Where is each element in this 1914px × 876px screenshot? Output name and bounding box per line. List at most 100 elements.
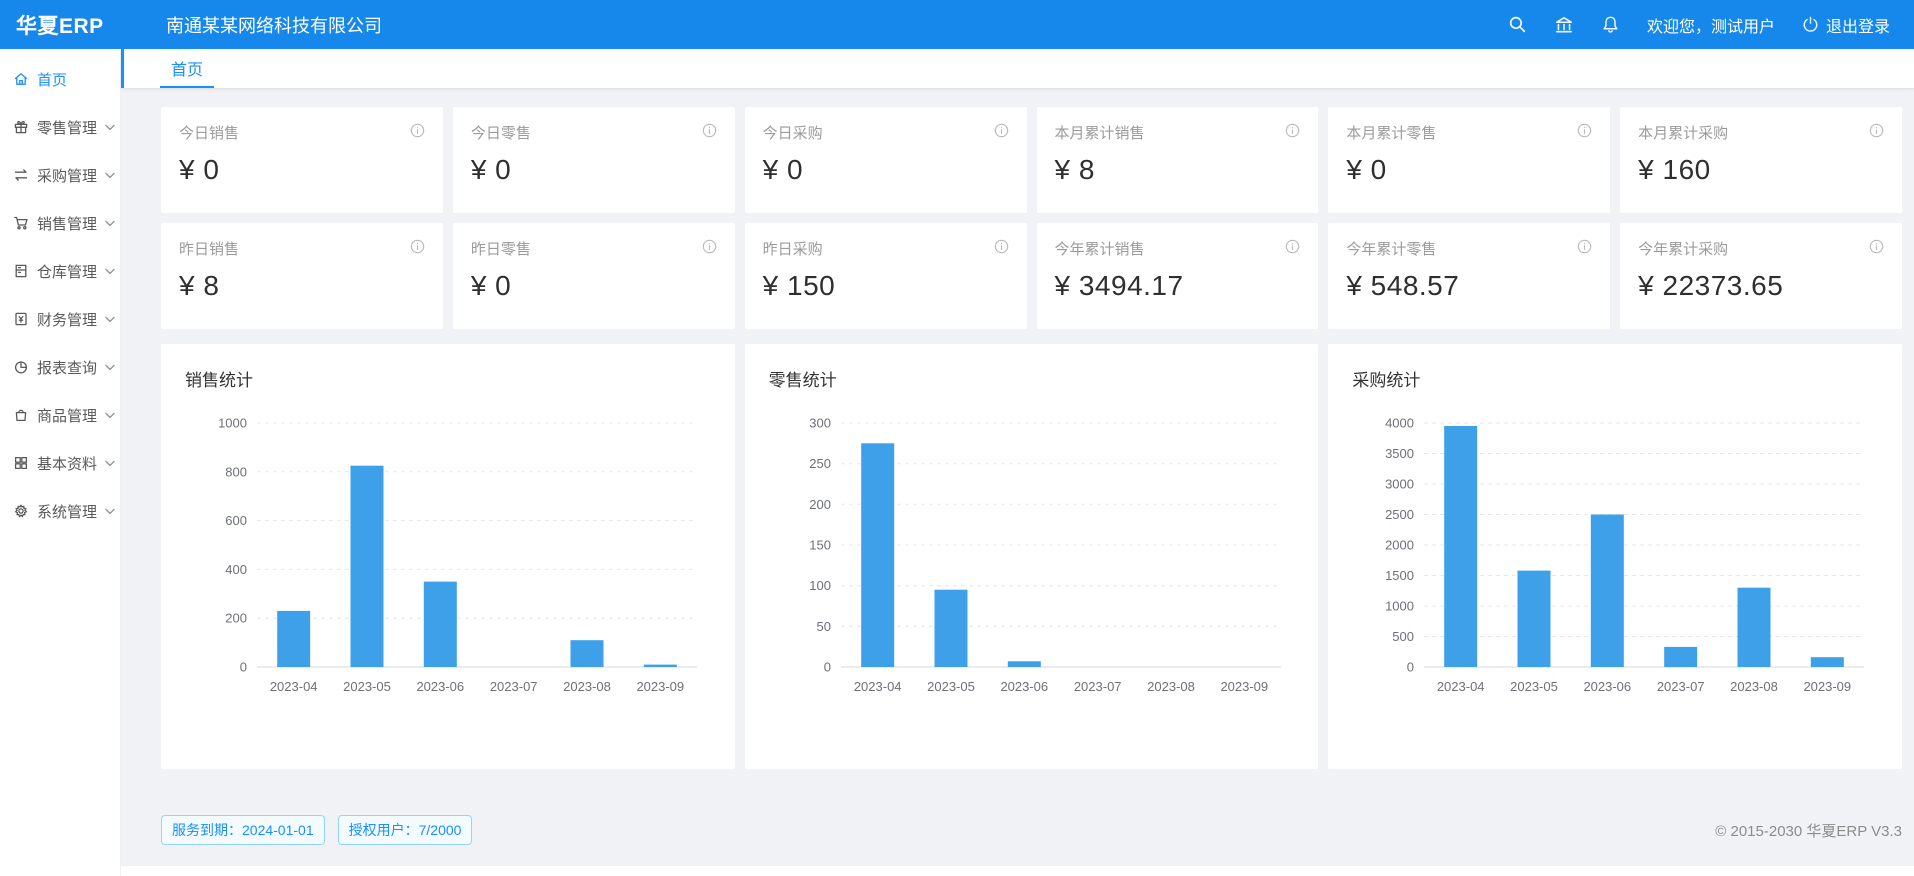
cart-icon xyxy=(13,215,29,231)
info-icon[interactable] xyxy=(994,239,1009,254)
stat-card-header: 今年累计销售 xyxy=(1055,238,1301,259)
chart-card: 销售统计 0 200 400 600 800 1000 2023-04 2023-05 2023-… xyxy=(161,344,735,769)
chart-title: 采购统计 xyxy=(1352,371,1421,390)
sidebar-item-home[interactable]: 首页 xyxy=(0,59,120,99)
x-axis-tick: 2023-05 xyxy=(1510,679,1558,694)
x-axis-tick: 2023-08 xyxy=(563,679,611,694)
sidebar-item-5[interactable]: 财务管理 xyxy=(0,299,120,339)
info-icon[interactable] xyxy=(410,123,425,138)
stat-card-value: ¥ 3494.17 xyxy=(1054,270,1184,301)
y-axis-tick: 0 xyxy=(823,660,830,675)
chevron-down-icon xyxy=(105,460,115,467)
sidebar-item-7[interactable]: 商品管理 xyxy=(0,395,120,435)
tab-bar-accent xyxy=(121,49,124,88)
bar-2023-07[interactable] xyxy=(1664,646,1698,667)
stat-card: 今日零售 ¥ 0 xyxy=(452,107,735,213)
stat-card-label: 今年累计采购 xyxy=(1638,241,1729,258)
power-icon xyxy=(1802,16,1819,33)
sidebar-item-2[interactable]: 采购管理 xyxy=(0,155,120,195)
bar-2023-04[interactable] xyxy=(277,610,311,667)
bar-2023-05[interactable] xyxy=(350,465,384,667)
stat-card-label: 今日采购 xyxy=(762,125,823,142)
sidebar-item-9[interactable]: 系统管理 xyxy=(0,491,120,531)
stat-card-header: 今日零售 xyxy=(471,122,717,143)
stat-card-header: 本月累计采购 xyxy=(1638,122,1884,143)
info-icon[interactable] xyxy=(1577,239,1592,254)
bar-2023-05[interactable] xyxy=(1517,570,1551,667)
stat-card-value: ¥ 0 xyxy=(762,154,804,185)
stat-card-label: 昨日销售 xyxy=(179,241,240,258)
info-icon[interactable] xyxy=(1869,239,1884,254)
y-axis-tick: 3000 xyxy=(1385,477,1414,492)
bell-icon[interactable] xyxy=(1601,15,1620,34)
chart-title: 销售统计 xyxy=(185,371,253,390)
stat-card-header: 昨日零售 xyxy=(471,238,717,259)
info-icon[interactable] xyxy=(1869,123,1884,138)
bar-chart: 0 50 100 150 200 250 300 2023-04 2023-05 2023-06 2… xyxy=(809,416,1281,694)
welcome-text: 欢迎您，测试用户 xyxy=(1646,18,1775,36)
sidebar-item-6[interactable]: 报表查询 xyxy=(0,347,120,387)
bar-2023-06[interactable] xyxy=(1591,514,1625,668)
sidebar-item-1[interactable]: 零售管理 xyxy=(0,107,120,147)
stat-card-label: 今日销售 xyxy=(179,125,240,142)
stat-card-header: 今年累计零售 xyxy=(1346,238,1592,259)
app-logo: 华夏ERP xyxy=(16,14,104,38)
stat-card-header: 昨日采购 xyxy=(763,238,1009,259)
bar-2023-08[interactable] xyxy=(570,640,604,667)
footer-bar: 服务到期：2024-01-01 授权用户：7/2000 © 2015-2030 华… xyxy=(161,815,1902,845)
gift-icon xyxy=(13,119,29,135)
x-axis-tick: 2023-04 xyxy=(1437,679,1485,694)
chevron-down-icon xyxy=(105,124,115,131)
bar-2023-05[interactable] xyxy=(934,589,968,667)
bar-2023-08[interactable] xyxy=(1737,587,1771,667)
search-icon[interactable] xyxy=(1508,15,1527,34)
info-icon[interactable] xyxy=(1285,239,1300,254)
y-axis-tick: 600 xyxy=(225,513,247,528)
logout-button[interactable]: 退出登录 xyxy=(1802,13,1890,37)
sidebar-item-4[interactable]: 仓库管理 xyxy=(0,251,120,291)
stat-card: 本月累计采购 ¥ 160 xyxy=(1620,107,1902,213)
info-icon[interactable] xyxy=(702,123,717,138)
info-icon[interactable] xyxy=(1285,123,1300,138)
stat-card: 今年累计销售 ¥ 3494.17 xyxy=(1036,223,1319,329)
tab-label: 首页 xyxy=(171,61,204,79)
bag-icon xyxy=(13,407,29,423)
bar-2023-09[interactable] xyxy=(643,664,677,667)
chart-card: 零售统计 0 50 100 150 200 250 300 2023-04 2023-05 2023… xyxy=(744,344,1319,769)
y-axis-tick: 0 xyxy=(240,660,247,675)
finance-icon xyxy=(13,311,29,327)
info-icon[interactable] xyxy=(410,239,425,254)
grid-icon xyxy=(13,455,29,471)
bar-2023-06[interactable] xyxy=(423,581,457,667)
stat-card-header: 今日采购 xyxy=(763,122,1009,143)
tab-bar: 首页 xyxy=(121,49,1914,89)
sidebar-item-3[interactable]: 销售管理 xyxy=(0,203,120,243)
sidebar-item-8[interactable]: 基本资料 xyxy=(0,443,120,483)
info-icon[interactable] xyxy=(994,123,1009,138)
info-icon[interactable] xyxy=(1577,123,1592,138)
stat-card-value: ¥ 150 xyxy=(762,270,836,301)
bar-2023-09[interactable] xyxy=(1811,657,1845,667)
stat-card: 本月累计零售 ¥ 0 xyxy=(1328,107,1611,213)
y-axis-tick: 150 xyxy=(809,538,831,553)
y-axis-tick: 0 xyxy=(1407,660,1414,675)
chart-card: 采购统计 0 500 1000 1500 2000 2500 3000 3500 4000 2023… xyxy=(1328,344,1902,769)
stat-card-value: ¥ 0 xyxy=(470,154,512,185)
y-axis-tick: 2000 xyxy=(1385,538,1414,553)
info-icon[interactable] xyxy=(702,239,717,254)
tab-home[interactable]: 首页 xyxy=(160,49,215,88)
bank-icon[interactable] xyxy=(1554,15,1574,35)
y-axis-tick: 200 xyxy=(225,611,247,626)
x-axis-tick: 2023-09 xyxy=(1220,679,1268,694)
company-name: 南通某某网络科技有限公司 xyxy=(166,15,382,36)
bar-2023-06[interactable] xyxy=(1007,661,1041,667)
warehouse-icon xyxy=(13,263,29,279)
copyright-text: © 2015-2030 华夏ERP V3.3 xyxy=(1715,822,1902,840)
sidebar-item-label: 仓库管理 xyxy=(37,263,98,281)
bar-2023-04[interactable] xyxy=(1444,426,1478,667)
bar-2023-04[interactable] xyxy=(860,443,894,667)
header-actions: 欢迎您，测试用户 退出登录 xyxy=(1508,13,1914,37)
y-axis-tick: 300 xyxy=(809,416,831,431)
stat-card-header: 今日销售 xyxy=(179,122,425,143)
stat-card-value: ¥ 8 xyxy=(179,270,220,301)
